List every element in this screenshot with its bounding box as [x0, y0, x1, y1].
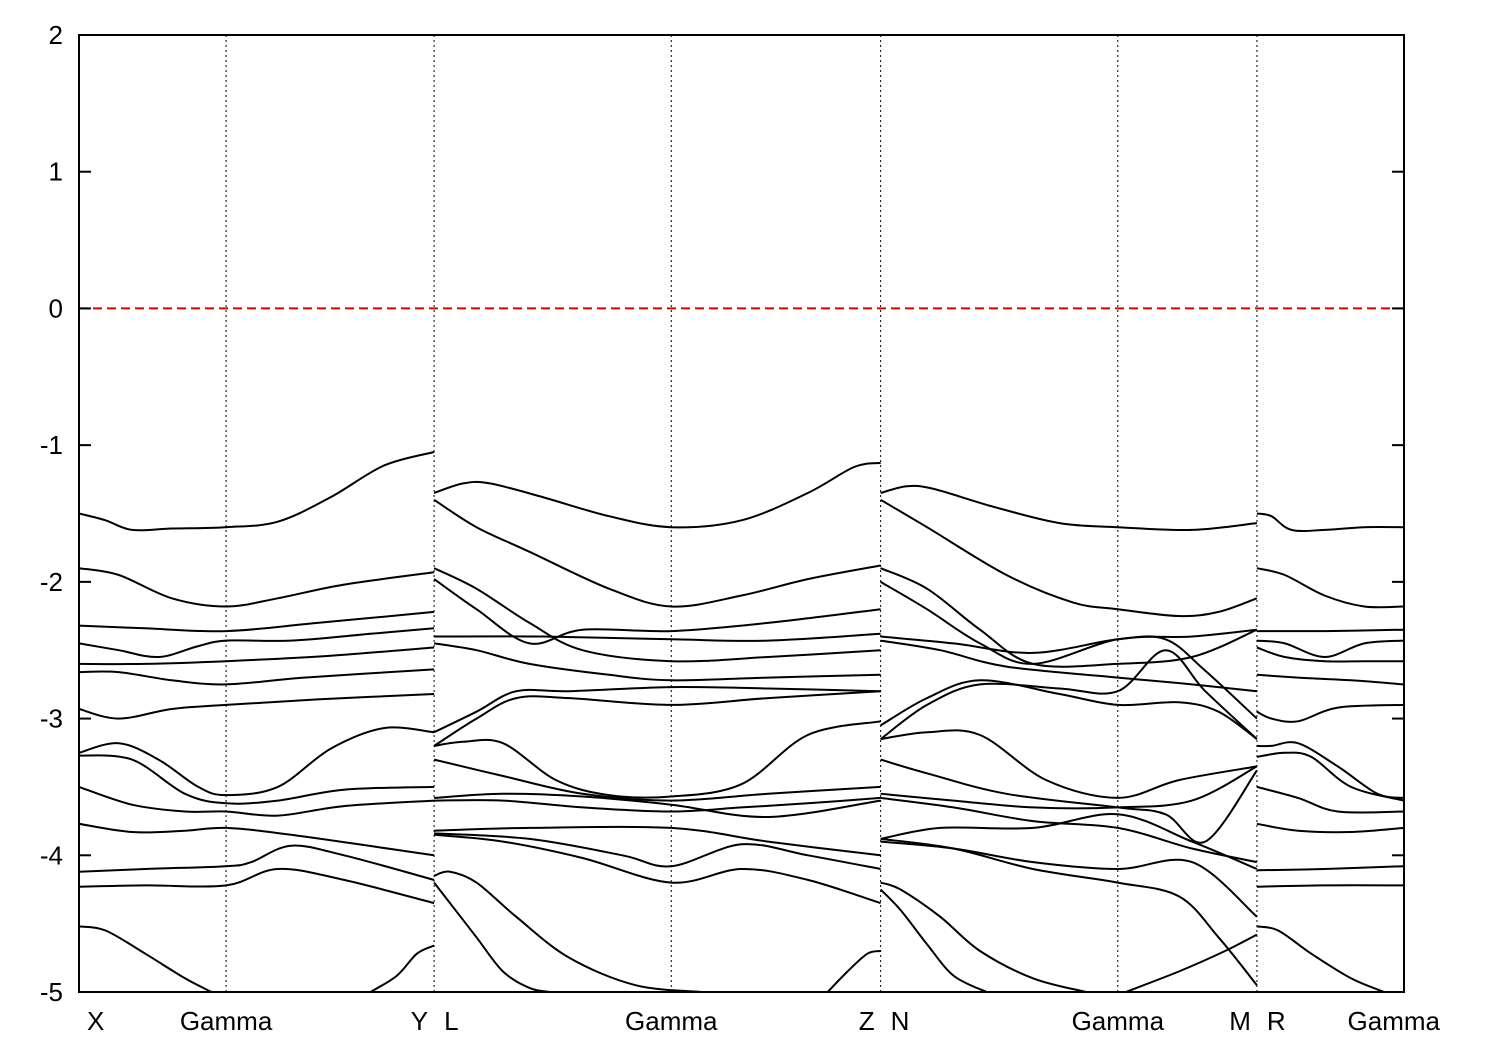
- band-28: [434, 833, 881, 905]
- kpoint-label-10: Gamma: [1348, 1006, 1441, 1036]
- band-40: [880, 649, 1258, 740]
- band-27: [434, 825, 881, 857]
- kpoint-label-3: L: [444, 1006, 458, 1036]
- ytick-label-7: -5: [40, 977, 63, 1007]
- band-14: [369, 944, 435, 992]
- band-47: [880, 837, 1258, 986]
- band-57: [1256, 703, 1404, 723]
- band-44: [880, 796, 1258, 864]
- band-4: [79, 646, 435, 666]
- ytick-label-0: 2: [49, 20, 63, 50]
- kpoint-label-9: R: [1267, 1006, 1286, 1036]
- band-49: [879, 888, 988, 992]
- band-25: [434, 792, 881, 819]
- band-15: [433, 461, 881, 529]
- ytick-label-4: -2: [40, 567, 63, 597]
- band-29: [434, 832, 881, 870]
- band-43: [880, 765, 1258, 810]
- band-53: [1256, 628, 1404, 633]
- band-30: [433, 870, 702, 992]
- band-18: [433, 578, 881, 645]
- band-9: [79, 785, 435, 817]
- band-51: [1256, 512, 1404, 533]
- band-61: [1256, 822, 1404, 834]
- band-3: [79, 627, 435, 659]
- band-54: [1256, 639, 1404, 658]
- band-11: [79, 844, 435, 881]
- band-22: [433, 690, 881, 747]
- band-50: [1125, 933, 1258, 992]
- band-56: [1256, 673, 1404, 686]
- band-64: [1256, 925, 1385, 992]
- ytick-label-2: 0: [49, 293, 63, 323]
- band-63: [1256, 884, 1404, 888]
- kpoint-label-2: Y: [411, 1006, 428, 1036]
- ytick-label-3: -1: [40, 430, 63, 460]
- band-45: [880, 813, 1258, 870]
- band-32: [826, 950, 881, 992]
- band-41: [880, 729, 1258, 799]
- band-33: [880, 484, 1258, 532]
- x-kpoint-labels: X Gamma Y L Gamma Z N Gamma M R Gamma: [87, 1006, 1441, 1036]
- band-5: [79, 668, 435, 686]
- band-16: [433, 498, 881, 608]
- kpoint-label-1: Gamma: [180, 1006, 273, 1036]
- kpoint-label-7: Gamma: [1072, 1006, 1165, 1036]
- band-2: [79, 610, 435, 633]
- axis-ticks: [79, 34, 1404, 993]
- band-6: [79, 693, 435, 720]
- band-8: [79, 754, 435, 805]
- band-lines: [79, 451, 1404, 992]
- band-17: [433, 567, 881, 663]
- ytick-label-1: 1: [49, 157, 63, 187]
- band-38: [880, 639, 1258, 693]
- kpoint-label-5: Z: [859, 1006, 875, 1036]
- band-10: [79, 822, 435, 857]
- band-26: [434, 796, 881, 813]
- y-tick-labels: 2 1 0 -1 -2 -3 -4 -5: [40, 20, 63, 1007]
- band-0: [79, 451, 435, 532]
- band-37: [880, 635, 1258, 720]
- band-55: [1256, 646, 1404, 663]
- band-48: [880, 881, 1087, 992]
- band-21: [433, 686, 881, 734]
- band-20: [433, 642, 881, 682]
- band-31: [433, 881, 550, 992]
- band-36: [880, 581, 1258, 665]
- kpoint-label-8: M: [1229, 1006, 1251, 1036]
- plot-frame: [78, 34, 1405, 993]
- band-60: [1256, 785, 1404, 814]
- band-13: [79, 925, 212, 992]
- band-62: [1256, 865, 1404, 872]
- band-12: [79, 867, 435, 905]
- kpoint-label-6: N: [891, 1006, 910, 1036]
- band-34: [880, 498, 1258, 618]
- kpoint-label-0: X: [87, 1006, 104, 1036]
- ytick-label-5: -3: [40, 704, 63, 734]
- ytick-label-6: -4: [40, 840, 63, 870]
- band-19: [434, 632, 881, 642]
- band-23: [433, 720, 881, 799]
- band-7: [79, 726, 435, 797]
- band-59: [1256, 751, 1404, 802]
- band-39: [880, 679, 1258, 740]
- band-52: [1256, 567, 1404, 609]
- kpoint-label-4: Gamma: [625, 1006, 718, 1036]
- band-24: [433, 758, 881, 802]
- band-1: [79, 567, 435, 608]
